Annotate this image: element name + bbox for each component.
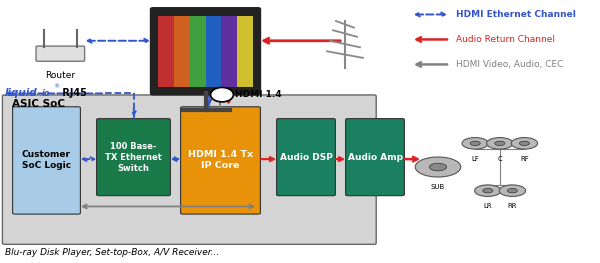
Circle shape <box>475 185 501 196</box>
FancyBboxPatch shape <box>2 95 376 244</box>
Bar <box>190 16 205 87</box>
Ellipse shape <box>211 88 233 102</box>
Text: RJ45: RJ45 <box>59 88 86 98</box>
FancyBboxPatch shape <box>151 8 260 94</box>
FancyBboxPatch shape <box>181 107 260 214</box>
Text: Audio Return Channel: Audio Return Channel <box>456 35 555 44</box>
Text: SUB: SUB <box>431 184 445 190</box>
Bar <box>158 16 174 87</box>
Text: HDMI Video, Audio, CEC: HDMI Video, Audio, CEC <box>456 60 563 69</box>
Text: RF: RF <box>520 156 529 162</box>
Circle shape <box>520 141 529 145</box>
Bar <box>221 16 238 87</box>
Text: RR: RR <box>508 203 517 209</box>
Circle shape <box>499 185 526 196</box>
Text: HDMI Ethernet Channel: HDMI Ethernet Channel <box>456 10 576 19</box>
Circle shape <box>511 138 538 149</box>
Bar <box>206 16 221 87</box>
FancyBboxPatch shape <box>97 119 170 196</box>
Circle shape <box>483 189 493 193</box>
Text: Customer
SoC Logic: Customer SoC Logic <box>22 150 71 170</box>
Circle shape <box>495 141 505 145</box>
Text: Blu-ray Disk Player, Set-top-Box, A/V Receiver...: Blu-ray Disk Player, Set-top-Box, A/V Re… <box>5 248 219 257</box>
Text: liquid: liquid <box>5 88 37 98</box>
Text: Audio DSP: Audio DSP <box>280 153 332 162</box>
FancyBboxPatch shape <box>13 107 80 214</box>
Text: ASIC SoC: ASIC SoC <box>12 99 65 109</box>
Text: Audio Amp: Audio Amp <box>347 153 403 162</box>
Text: HDMI 1.4 Tx
IP Core: HDMI 1.4 Tx IP Core <box>188 150 253 170</box>
FancyBboxPatch shape <box>36 46 85 61</box>
Circle shape <box>462 138 488 149</box>
Text: LR: LR <box>484 203 492 209</box>
FancyBboxPatch shape <box>277 119 335 196</box>
Text: io: io <box>42 89 50 98</box>
Circle shape <box>430 163 446 171</box>
Text: 100 Base-
TX Ethernet
Switch: 100 Base- TX Ethernet Switch <box>105 141 162 173</box>
Text: HDMI 1.4: HDMI 1.4 <box>235 90 282 99</box>
Circle shape <box>470 141 480 145</box>
Bar <box>238 16 253 87</box>
Text: Router: Router <box>45 71 76 80</box>
FancyBboxPatch shape <box>346 119 404 196</box>
Text: C: C <box>497 156 502 162</box>
Text: ®: ® <box>53 84 59 89</box>
Circle shape <box>487 138 513 149</box>
Circle shape <box>508 189 517 193</box>
Bar <box>174 16 190 87</box>
Circle shape <box>415 157 461 177</box>
Text: LF: LF <box>471 156 479 162</box>
